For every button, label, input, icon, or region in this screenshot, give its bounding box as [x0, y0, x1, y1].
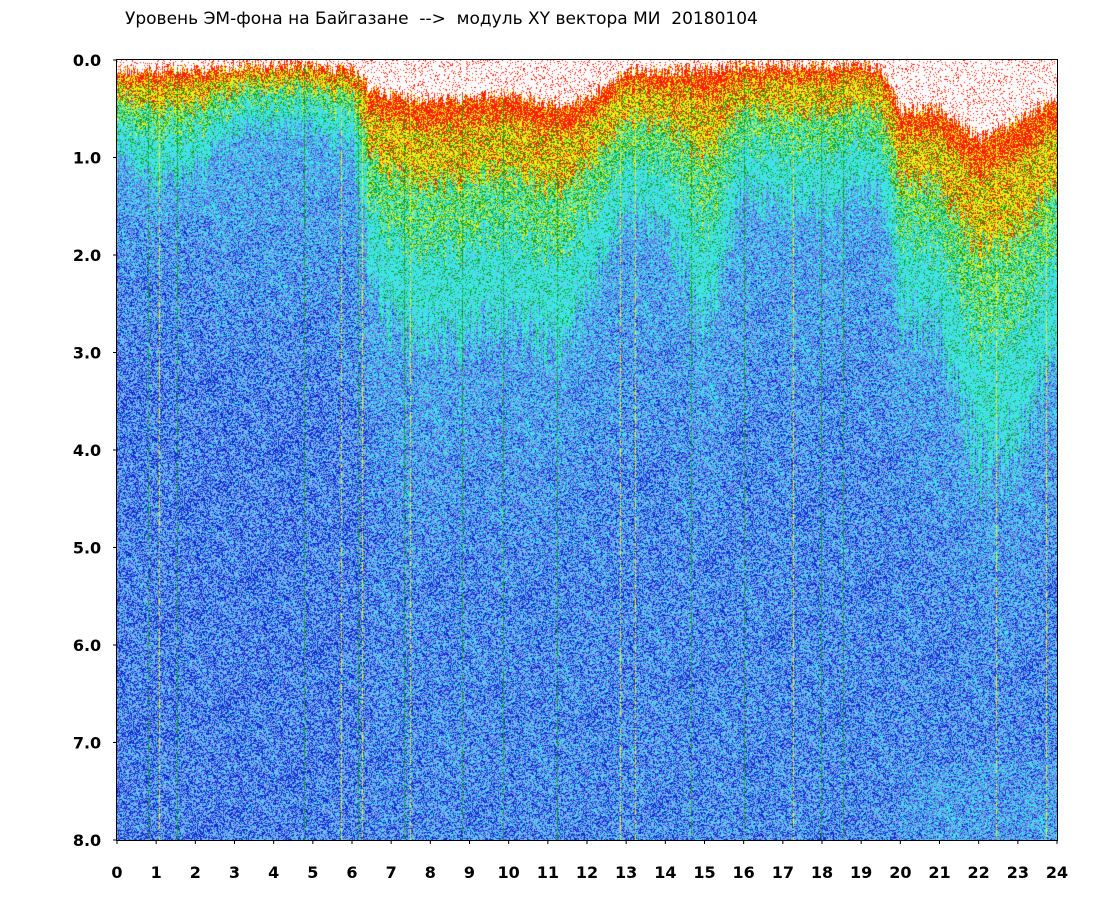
x-tick-label: 19: [850, 863, 872, 882]
x-tick-label: 24: [1046, 863, 1068, 882]
heatmap-canvas: [117, 60, 1057, 840]
y-tick-label: 4.0: [73, 441, 101, 460]
x-tick-label: 20: [889, 863, 911, 882]
x-tick-label: 15: [693, 863, 715, 882]
x-tick-label: 5: [307, 863, 318, 882]
x-tick-label: 6: [346, 863, 357, 882]
y-tick-label: 3.0: [73, 344, 101, 363]
x-tick-label: 10: [498, 863, 520, 882]
x-tick-label: 1: [151, 863, 162, 882]
x-tick-label: 23: [1007, 863, 1029, 882]
y-tick-label: 2.0: [73, 246, 101, 265]
x-tick-label: 16: [733, 863, 755, 882]
x-tick-label: 22: [968, 863, 990, 882]
x-tick-label: 2: [190, 863, 201, 882]
x-tick-label: 7: [386, 863, 397, 882]
x-tick-label: 12: [576, 863, 598, 882]
y-tick-label: 0.0: [73, 51, 101, 70]
y-axis: 0.0 1.0 2.0 3.0 4.0 5.0 6.0 7.0 8.0: [73, 51, 117, 850]
x-tick-label: 11: [537, 863, 559, 882]
x-tick-label: 9: [464, 863, 475, 882]
x-tick-label: 14: [654, 863, 676, 882]
x-tick-label: 4: [268, 863, 279, 882]
y-tick-label: 1.0: [73, 149, 101, 168]
y-tick-label: 8.0: [73, 831, 101, 850]
x-axis: 0 1 2 3 4 5 6 7 8 9 10 11 12 13 14 15 16 17 18 19 20 21 22 23 24: [111, 840, 1068, 882]
x-tick-label: 17: [772, 863, 794, 882]
x-tick-label: 18: [811, 863, 833, 882]
y-tick-label: 6.0: [73, 636, 101, 655]
x-tick-label: 21: [928, 863, 950, 882]
x-tick-label: 8: [425, 863, 436, 882]
plot-area: [116, 59, 1058, 841]
chart-title: Уровень ЭМ-фона на Байгазане --> модуль …: [125, 9, 758, 29]
x-tick-label: 3: [229, 863, 240, 882]
y-tick-label: 5.0: [73, 539, 101, 558]
y-tick-label: 7.0: [73, 734, 101, 753]
x-tick-label: 0: [111, 863, 122, 882]
x-tick-label: 13: [615, 863, 637, 882]
